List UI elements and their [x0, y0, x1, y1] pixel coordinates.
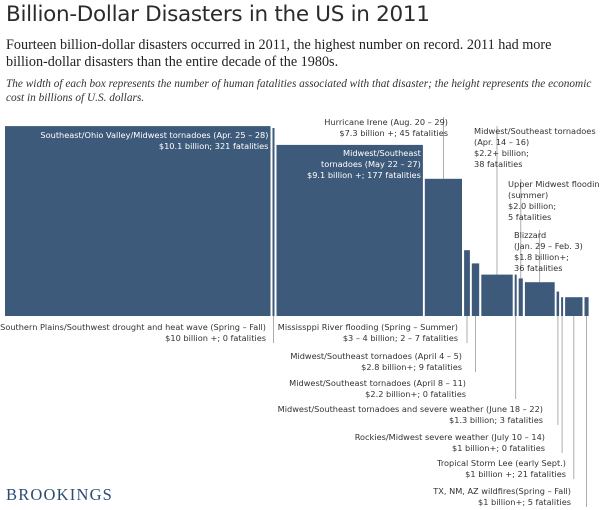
disaster-box [565, 297, 583, 316]
disaster-box [5, 126, 271, 316]
label-line: $2.8 billion+; 9 fatalities [361, 362, 462, 372]
label-line: Midwest/Southeast tornadoes (April 8 – 1… [289, 378, 466, 388]
label-line: 36 fatalities [514, 263, 563, 273]
brookings-logo: BROOKINGS [6, 485, 114, 504]
label-line: $7.3 billion +; 45 fatalities [339, 128, 448, 138]
box-label: Southeast/Ohio Valley/Midwest tornadoes … [40, 130, 268, 151]
disaster-box [518, 278, 523, 316]
event-label: Tropical Storm Lee (early Sept.) $1 billi… [436, 458, 566, 479]
label-line: Blizzard [514, 230, 546, 240]
event-label: Midwest/Southeast tornadoes and severe w… [278, 404, 543, 425]
label-line: $1 billion +; 21 fatalities [465, 469, 566, 479]
disaster-box [561, 297, 564, 316]
label-line: Southern Plains/Southwest drought and he… [0, 322, 266, 332]
disaster-box [556, 291, 560, 316]
disaster-box [584, 297, 589, 316]
label-line: $1.8 billion+; [514, 252, 569, 262]
label-line: Upper Midwest flooding [508, 179, 600, 189]
disaster-box [514, 274, 517, 316]
event-label: Southern Plains/Southwest drought and he… [0, 322, 266, 343]
label-line: TX, NM, AZ wildfires(Spring – Fall) [432, 486, 571, 496]
disaster-box [481, 274, 513, 316]
label-line: Midwest/Southeast tornadoes (April 4 – 5… [290, 351, 462, 361]
event-label: Blizzard (Jan. 29 – Feb. 3) $1.8 billion+;… [514, 230, 583, 273]
event-label: Upper Midwest flooding (summer) $2.0 billi… [508, 179, 600, 222]
label-line: $1 billion+; 0 fatalities [452, 443, 545, 453]
label-line: Rockies/Midwest severe weather (July 10 … [355, 432, 545, 442]
label-line: 5 fatalities [508, 212, 551, 222]
label-line: $10 billion +; 0 fatalities [165, 333, 266, 343]
label-line: 38 fatalities [474, 159, 523, 169]
label-line: Midwest/Southeast tornadoes and severe w… [278, 404, 543, 414]
disaster-box [424, 178, 462, 316]
event-label: Midwest/Southeast tornadoes (Apr. 14 – 16… [474, 126, 596, 169]
label-line: (Apr. 14 – 16) [474, 137, 529, 147]
label-line: $2.0 billion; [508, 201, 556, 211]
label-line: (summer) [508, 190, 548, 200]
label-line: Mississppi River flooding (Spring – Summ… [278, 322, 458, 332]
label-line: $2.2 billion+; 0 fatalities [365, 389, 466, 399]
page-title: Billion-Dollar Disasters in the US in 20… [6, 2, 430, 27]
label-line: tornadoes (May 22 – 27) [321, 159, 421, 169]
disaster-box [464, 250, 470, 316]
label-line: $1.3 billion; 3 fatalities [449, 415, 543, 425]
disaster-box [471, 263, 480, 316]
label-line: Tropical Storm Lee (early Sept.) [436, 458, 566, 468]
disaster-box [276, 144, 423, 316]
chart-note: The width of each box represents the num… [6, 78, 592, 104]
label-line: $9.1 billion +; 177 fatalities [307, 170, 421, 180]
label-line: $2.2+ billion; [474, 148, 529, 158]
disaster-box [272, 128, 275, 316]
label-line: (Jan. 29 – Feb. 3) [514, 241, 583, 251]
label-line: Midwest/Southeast tornadoes [474, 126, 596, 136]
event-label: Mississppi River flooding (Spring – Summ… [278, 322, 458, 343]
label-line: Midwest/Southeast [343, 148, 422, 158]
box-label: Midwest/Southeast tornadoes (May 22 – 27)… [307, 148, 422, 180]
event-label: Rockies/Midwest severe weather (July 10 … [355, 432, 545, 453]
disaster-box [524, 282, 555, 316]
label-line: $1 billion+; 5 fatalities [478, 497, 571, 507]
event-label: TX, NM, AZ wildfires(Spring – Fall) $1 bi… [432, 486, 571, 507]
label-line: Southeast/Ohio Valley/Midwest tornadoes … [40, 130, 268, 140]
event-label: Midwest/Southeast tornadoes (April 8 – 1… [289, 378, 466, 399]
label-line: Hurricane Irene (Aug. 20 – 29) [324, 117, 448, 127]
event-label: Hurricane Irene (Aug. 20 – 29) $7.3 billi… [324, 117, 448, 138]
event-label: Midwest/Southeast tornadoes (April 4 – 5… [290, 351, 462, 372]
label-line: $10.1 billion; 321 fatalities [159, 141, 269, 151]
label-line: $3 – 4 billion; 2 – 7 fatalities [343, 333, 458, 343]
intro-text: Fourteen billion-dollar disasters occurr… [6, 37, 552, 70]
